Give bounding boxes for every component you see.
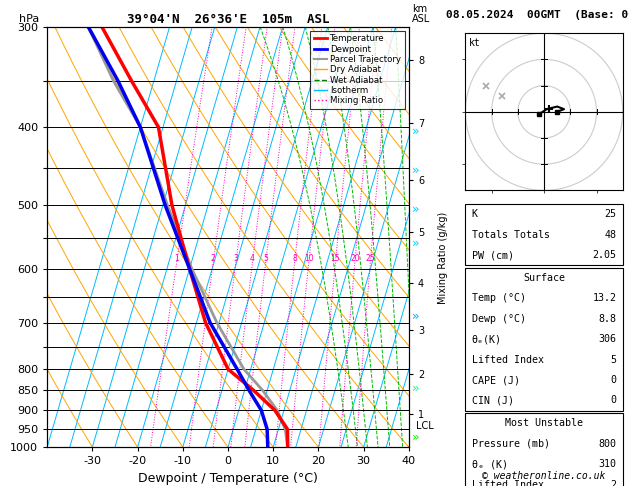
Text: kt: kt [469, 38, 481, 48]
Text: Dewp (°C): Dewp (°C) [472, 314, 526, 324]
Text: Pressure (mb): Pressure (mb) [472, 439, 550, 449]
Text: »: » [412, 125, 420, 138]
Text: »: » [412, 164, 420, 176]
Text: Totals Totals: Totals Totals [472, 230, 550, 240]
Text: »: » [412, 431, 420, 444]
Text: 25: 25 [604, 209, 616, 219]
Text: CAPE (J): CAPE (J) [472, 375, 520, 385]
Text: K: K [472, 209, 478, 219]
Text: 5: 5 [610, 355, 616, 364]
Text: Lifted Index: Lifted Index [472, 480, 543, 486]
Text: θₑ(K): θₑ(K) [472, 334, 502, 344]
Legend: Temperature, Dewpoint, Parcel Trajectory, Dry Adiabat, Wet Adiabat, Isotherm, Mi: Temperature, Dewpoint, Parcel Trajectory… [310, 31, 404, 109]
Text: 10: 10 [304, 254, 313, 263]
Text: 15: 15 [330, 254, 340, 263]
Text: 13.2: 13.2 [593, 294, 616, 303]
Text: 8: 8 [292, 254, 297, 263]
Text: Most Unstable: Most Unstable [505, 418, 583, 428]
Text: 306: 306 [598, 334, 616, 344]
Text: 5: 5 [263, 254, 268, 263]
Text: 0: 0 [610, 396, 616, 405]
Text: PW (cm): PW (cm) [472, 250, 514, 260]
Text: 310: 310 [598, 459, 616, 469]
Text: »: » [412, 382, 420, 395]
Text: Surface: Surface [523, 273, 565, 283]
Text: 2.05: 2.05 [593, 250, 616, 260]
Text: 48: 48 [604, 230, 616, 240]
Text: LCL: LCL [416, 420, 434, 431]
Text: © weatheronline.co.uk: © weatheronline.co.uk [482, 471, 606, 481]
Text: CIN (J): CIN (J) [472, 396, 514, 405]
Text: »: » [412, 203, 420, 215]
Text: 2: 2 [610, 480, 616, 486]
Text: 800: 800 [598, 439, 616, 449]
Text: Lifted Index: Lifted Index [472, 355, 543, 364]
Text: 4: 4 [250, 254, 255, 263]
Text: Mixing Ratio (g/kg): Mixing Ratio (g/kg) [438, 212, 448, 304]
Text: θₑ (K): θₑ (K) [472, 459, 508, 469]
Text: 0: 0 [610, 375, 616, 385]
Text: Temp (°C): Temp (°C) [472, 294, 526, 303]
Text: 08.05.2024  00GMT  (Base: 00): 08.05.2024 00GMT (Base: 00) [446, 10, 629, 20]
Text: 25: 25 [365, 254, 375, 263]
Text: 1: 1 [174, 254, 179, 263]
Text: 3: 3 [233, 254, 238, 263]
Title: 39°04'N  26°36'E  105m  ASL: 39°04'N 26°36'E 105m ASL [127, 13, 329, 26]
Text: »: » [412, 310, 420, 322]
Text: km
ASL: km ASL [412, 4, 430, 24]
Text: 2: 2 [211, 254, 216, 263]
Text: hPa: hPa [19, 14, 39, 24]
X-axis label: Dewpoint / Temperature (°C): Dewpoint / Temperature (°C) [138, 472, 318, 485]
Text: »: » [412, 237, 420, 249]
Text: 8.8: 8.8 [598, 314, 616, 324]
Text: 20: 20 [350, 254, 360, 263]
